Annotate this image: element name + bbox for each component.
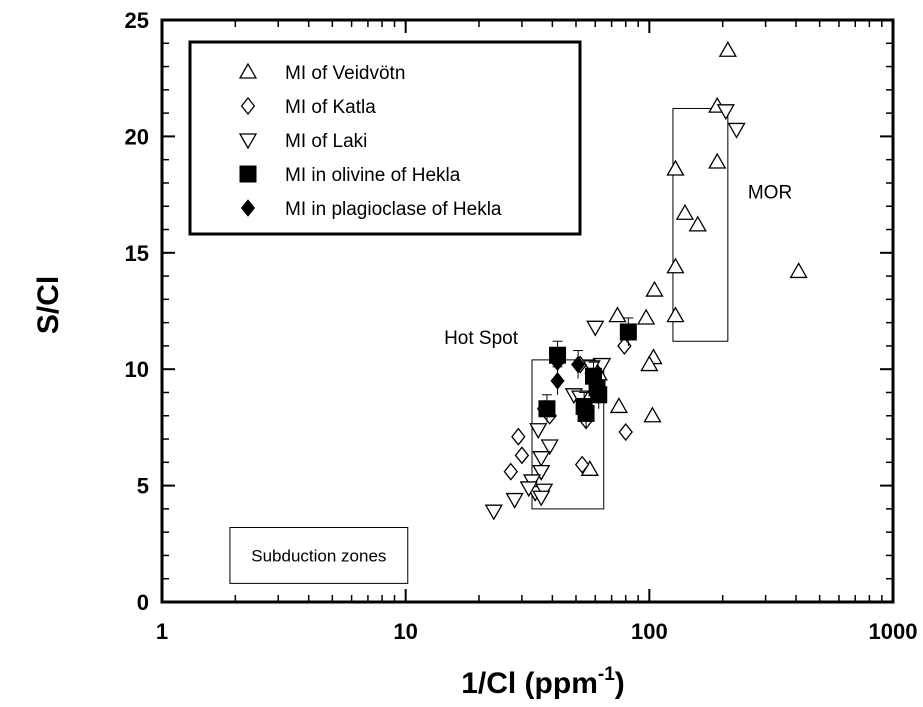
data-point-1 (666, 306, 685, 323)
data-point-5 (571, 355, 586, 374)
region-label: Hot Spot (444, 328, 519, 349)
data-point-1 (645, 280, 664, 297)
region-boxes: MOR Hot Spot Subduction zones (229, 107, 792, 584)
data-point-1 (609, 397, 629, 414)
data-point-1 (666, 159, 685, 176)
data-point-3 (532, 451, 551, 467)
data-point-3 (586, 320, 605, 337)
y-tick-label: 15 (125, 241, 149, 266)
legend-marker (238, 133, 258, 150)
data-point-2 (574, 455, 590, 474)
data-point-2 (511, 427, 526, 446)
data-point-3 (519, 481, 538, 498)
region-box (672, 107, 729, 342)
legend-marker (240, 199, 256, 217)
x-tick-label: 1000 (869, 619, 918, 644)
legend-label: MI in plagioclase of Hekla (285, 199, 502, 220)
data-points (484, 40, 808, 521)
y-tick-label: 20 (125, 124, 149, 149)
data-point-4 (590, 386, 608, 404)
data-point-5 (550, 372, 565, 390)
legend-marker (239, 165, 257, 183)
data-point-3 (727, 122, 746, 139)
region-label: Subduction zones (251, 546, 386, 565)
x-tick-label: 1 (156, 619, 168, 644)
x-axis-title: 1/Cl (ppm-1) (461, 664, 625, 700)
data-point-1 (643, 406, 662, 423)
region-box (229, 527, 409, 584)
x-tick-label: 10 (393, 619, 417, 644)
data-point-4 (577, 404, 595, 422)
data-point-1 (640, 355, 659, 372)
data-point-2 (618, 423, 633, 442)
data-point-4 (619, 323, 637, 341)
x-tick-label: 100 (631, 619, 668, 644)
data-point-1 (666, 257, 685, 274)
x-axis-title-main: 1/Cl (ppm (461, 667, 598, 700)
legend-label: MI of Veidvötn (285, 63, 405, 84)
legend: MI of Veidvötn MI of Katla MI of Laki MI in… (188, 40, 582, 236)
legend-label: MI in olivine of Hekla (285, 165, 461, 186)
data-point-3 (716, 104, 735, 121)
legend-marker (238, 62, 258, 79)
y-tick-label: 0 (137, 590, 149, 615)
region-box (531, 359, 605, 510)
y-tick-label: 25 (125, 8, 149, 33)
y-tick-label: 5 (137, 474, 149, 499)
y-tick-label: 10 (125, 357, 149, 382)
legend-box (188, 40, 582, 236)
axis-ticks: 0 5 10 15 20 25 1 10 100 1000 (125, 8, 918, 644)
data-point-2 (503, 462, 519, 481)
data-point-1 (708, 152, 727, 169)
legend-marker (240, 96, 256, 116)
y-axis-title: S/Cl (32, 276, 65, 334)
data-point-5 (550, 353, 565, 372)
data-point-3 (532, 490, 551, 507)
data-point-1 (675, 203, 695, 220)
x-axis-title-superscript: -1 (598, 664, 615, 685)
data-point-3 (532, 464, 551, 481)
plot-area (160, 18, 895, 604)
data-point-4 (538, 400, 556, 418)
plot-border (160, 18, 895, 604)
data-point-3 (505, 492, 524, 509)
region-label: MOR (748, 182, 792, 203)
data-point-3 (529, 423, 548, 440)
legend-label: MI of Laki (285, 131, 367, 152)
data-point-1 (608, 306, 627, 323)
data-point-1 (789, 262, 808, 279)
data-point-3 (540, 439, 559, 456)
data-point-1 (636, 308, 656, 325)
legend-label: MI of Katla (285, 97, 376, 118)
data-point-1 (688, 215, 707, 232)
x-axis-title-suffix: ) (615, 667, 625, 700)
data-point-3 (484, 504, 503, 521)
data-point-2 (514, 446, 530, 465)
data-point-1 (718, 40, 737, 57)
